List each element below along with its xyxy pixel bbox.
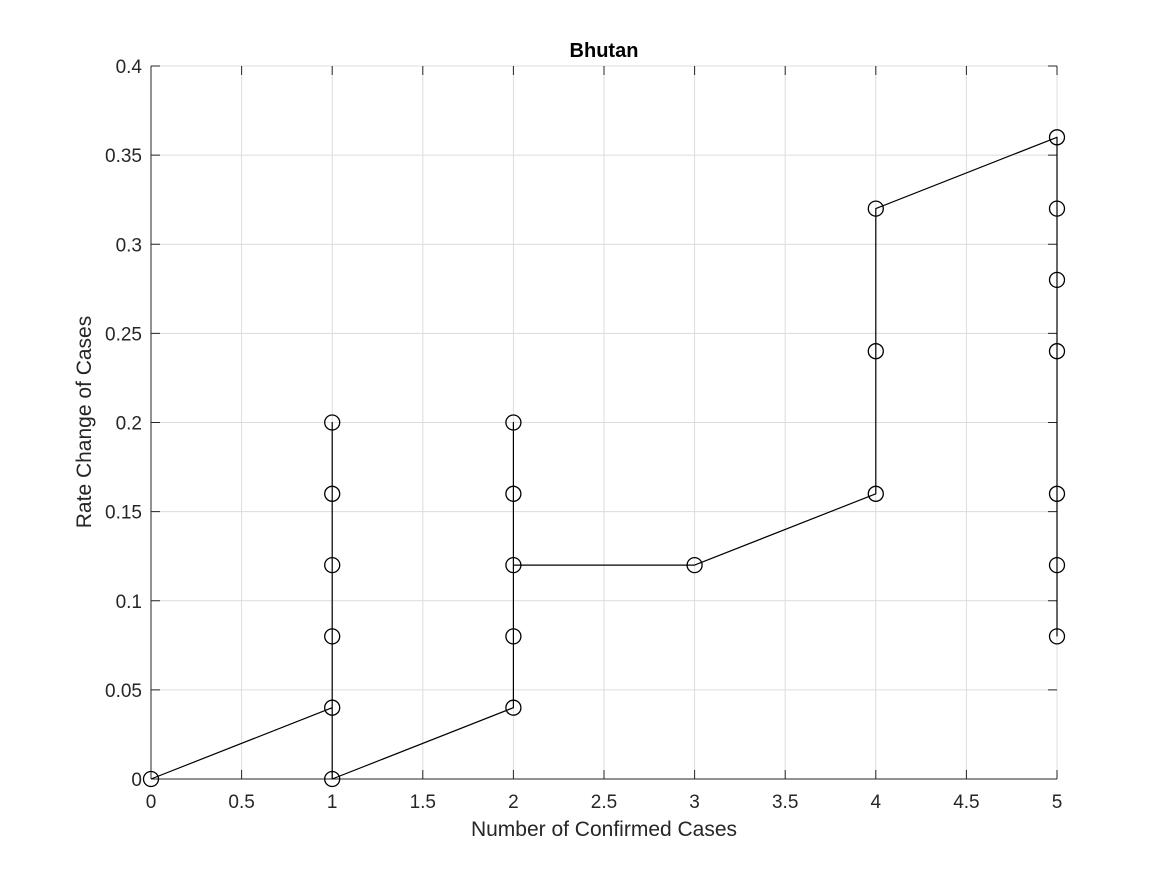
axes: [150, 65, 1058, 780]
y-tick-label: 0.1: [116, 592, 142, 613]
y-tick-label: 0.05: [105, 681, 142, 702]
y-tick-label: 0.15: [105, 503, 142, 524]
data-series: [150, 136, 1058, 780]
data-point: [505, 414, 522, 431]
data-point: [1048, 200, 1066, 217]
data-point: [867, 343, 884, 360]
data-point: [324, 770, 341, 788]
data-point: [867, 200, 884, 217]
data-point: [505, 699, 522, 716]
x-tick-label: 3: [689, 792, 700, 813]
data-point: [324, 628, 341, 645]
data-point: [1048, 129, 1066, 146]
x-tick-label: 5: [1052, 792, 1063, 813]
data-point: [324, 556, 341, 574]
data-point: [686, 556, 703, 574]
x-tick-label: 3.5: [772, 792, 798, 813]
x-tick-label: 2.5: [591, 792, 617, 813]
data-point: [142, 770, 160, 788]
data-point: [324, 414, 341, 431]
x-tick-label: 4.5: [953, 792, 979, 813]
x-tick-label: 1: [327, 792, 338, 813]
x-tick-label: 0: [146, 792, 157, 813]
y-tick-label: 0: [131, 770, 142, 791]
y-tick-label: 0.4: [116, 57, 143, 78]
data-point: [1048, 485, 1066, 502]
data-point: [324, 485, 341, 502]
data-point: [1048, 556, 1066, 574]
y-tick-label: 0.35: [105, 146, 142, 167]
data-point: [867, 485, 884, 502]
data-point: [1048, 628, 1066, 645]
data-point: [505, 485, 522, 502]
data-point: [505, 628, 522, 645]
data-point: [505, 556, 522, 574]
y-axis-label: Rate Change of Cases: [73, 316, 96, 528]
x-tick-label: 0.5: [228, 792, 254, 813]
data-point: [324, 699, 341, 716]
x-tick-label: 4: [871, 792, 882, 813]
y-tick-label: 0.3: [116, 235, 142, 256]
x-tick-label: 1.5: [410, 792, 436, 813]
y-tick-label: 0.25: [105, 324, 142, 345]
x-tick-label: 2: [508, 792, 519, 813]
data-point: [1048, 343, 1066, 360]
x-axis-label: Number of Confirmed Cases: [471, 818, 737, 841]
data-markers: [142, 129, 1066, 788]
chart-title: Bhutan: [570, 40, 639, 62]
data-point: [1048, 271, 1066, 289]
series-line: [150, 136, 1058, 780]
x-tick-labels: 0 0.5 1 1.5 2 2.5 3 3.5 4 4.5 5: [146, 792, 1063, 813]
y-tick-label: 0.2: [116, 414, 142, 435]
y-tick-labels: 0 0.05 0.1 0.15 0.2 0.25 0.3 0.35 0.4: [105, 57, 142, 791]
